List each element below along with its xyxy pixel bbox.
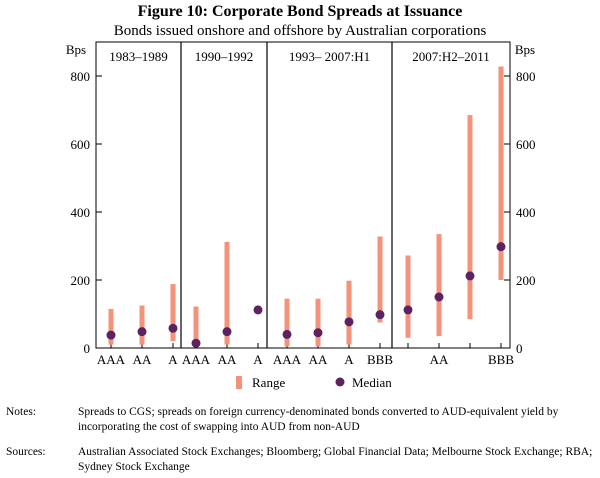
y-tick-label-right: 200 bbox=[516, 273, 536, 288]
sources-block: Sources: Australian Associated Stock Exc… bbox=[6, 445, 596, 477]
x-tick-label: AAA bbox=[182, 352, 211, 367]
y-tick-label-left: 0 bbox=[84, 341, 91, 356]
x-tick-label: A bbox=[168, 352, 178, 367]
median-dot bbox=[253, 305, 263, 315]
y-tick-label-right: 800 bbox=[516, 69, 536, 84]
range-bar bbox=[224, 241, 230, 345]
median-dot bbox=[465, 271, 475, 281]
median-dot bbox=[313, 328, 323, 338]
range-bar bbox=[346, 280, 352, 345]
y-tick-label-right: 600 bbox=[516, 137, 536, 152]
x-tick-label: BBB bbox=[367, 352, 393, 367]
y-axis-label-left: Bps bbox=[66, 42, 86, 57]
y-tick-label-right: 400 bbox=[516, 205, 536, 220]
x-tick-label: AA bbox=[218, 352, 237, 367]
legend-range-swatch bbox=[236, 376, 242, 389]
y-tick-label-left: 600 bbox=[71, 137, 91, 152]
x-tick-label: AAA bbox=[97, 352, 126, 367]
chart-title: Figure 10: Corporate Bond Spreads at Iss… bbox=[138, 3, 463, 20]
range-bar bbox=[170, 284, 176, 342]
panel-label: 1990–1992 bbox=[195, 49, 254, 64]
notes-label: Notes: bbox=[6, 406, 37, 418]
median-dot bbox=[222, 327, 232, 337]
median-dot bbox=[344, 317, 354, 327]
sources-label: Sources: bbox=[6, 446, 46, 458]
median-dot bbox=[434, 292, 444, 302]
y-tick-label-left: 400 bbox=[71, 205, 91, 220]
legend-median-swatch bbox=[335, 377, 345, 387]
median-dot bbox=[282, 329, 292, 339]
x-tick-label: AA bbox=[430, 352, 449, 367]
median-dot bbox=[168, 323, 178, 333]
y-tick-label-right: 0 bbox=[516, 341, 523, 356]
y-tick-label-left: 200 bbox=[71, 273, 91, 288]
range-bar bbox=[498, 66, 504, 280]
legend-range-label: Range bbox=[252, 375, 285, 390]
range-bar bbox=[467, 115, 473, 320]
panel-label: 2007:H2–2011 bbox=[412, 49, 490, 64]
median-dot bbox=[191, 338, 201, 348]
range-bar bbox=[108, 308, 114, 345]
chart-subtitle: Bonds issued onshore and offshore by Aus… bbox=[114, 23, 487, 39]
median-dot bbox=[137, 327, 147, 337]
legend-median-label: Median bbox=[352, 375, 392, 390]
range-bar bbox=[436, 234, 442, 337]
chart: Figure 10: Corporate Bond Spreads at Iss… bbox=[66, 3, 536, 390]
x-tick-label: AA bbox=[309, 352, 328, 367]
sources-text: Australian Associated Stock Exchanges; B… bbox=[78, 446, 593, 473]
x-tick-label: BBB bbox=[488, 352, 514, 367]
x-tick-label: AA bbox=[133, 352, 152, 367]
y-tick-label-left: 800 bbox=[71, 69, 91, 84]
legend: Range Median bbox=[236, 375, 392, 390]
x-tick-label: A bbox=[344, 352, 354, 367]
range-bar bbox=[193, 306, 199, 347]
range-bar bbox=[405, 255, 411, 338]
range-bar bbox=[139, 305, 145, 345]
panel-label: 1983–1989 bbox=[109, 49, 168, 64]
range-bar bbox=[284, 298, 290, 347]
x-tick-label: AAA bbox=[273, 352, 302, 367]
y-axis-label-right: Bps bbox=[515, 42, 535, 57]
panel-label: 1993– 2007:H1 bbox=[289, 49, 370, 64]
notes-block: Notes: Spreads to CGS; spreads on foreig… bbox=[6, 405, 596, 439]
median-dot bbox=[496, 242, 506, 252]
range-bar bbox=[377, 236, 383, 323]
median-dot bbox=[106, 330, 116, 340]
range-bar bbox=[315, 298, 321, 347]
median-dot bbox=[375, 310, 385, 320]
notes-text: Spreads to CGS; spreads on foreign curre… bbox=[78, 406, 559, 433]
x-tick-label: A bbox=[253, 352, 263, 367]
median-dot bbox=[403, 305, 413, 315]
plot-frame bbox=[95, 41, 511, 349]
